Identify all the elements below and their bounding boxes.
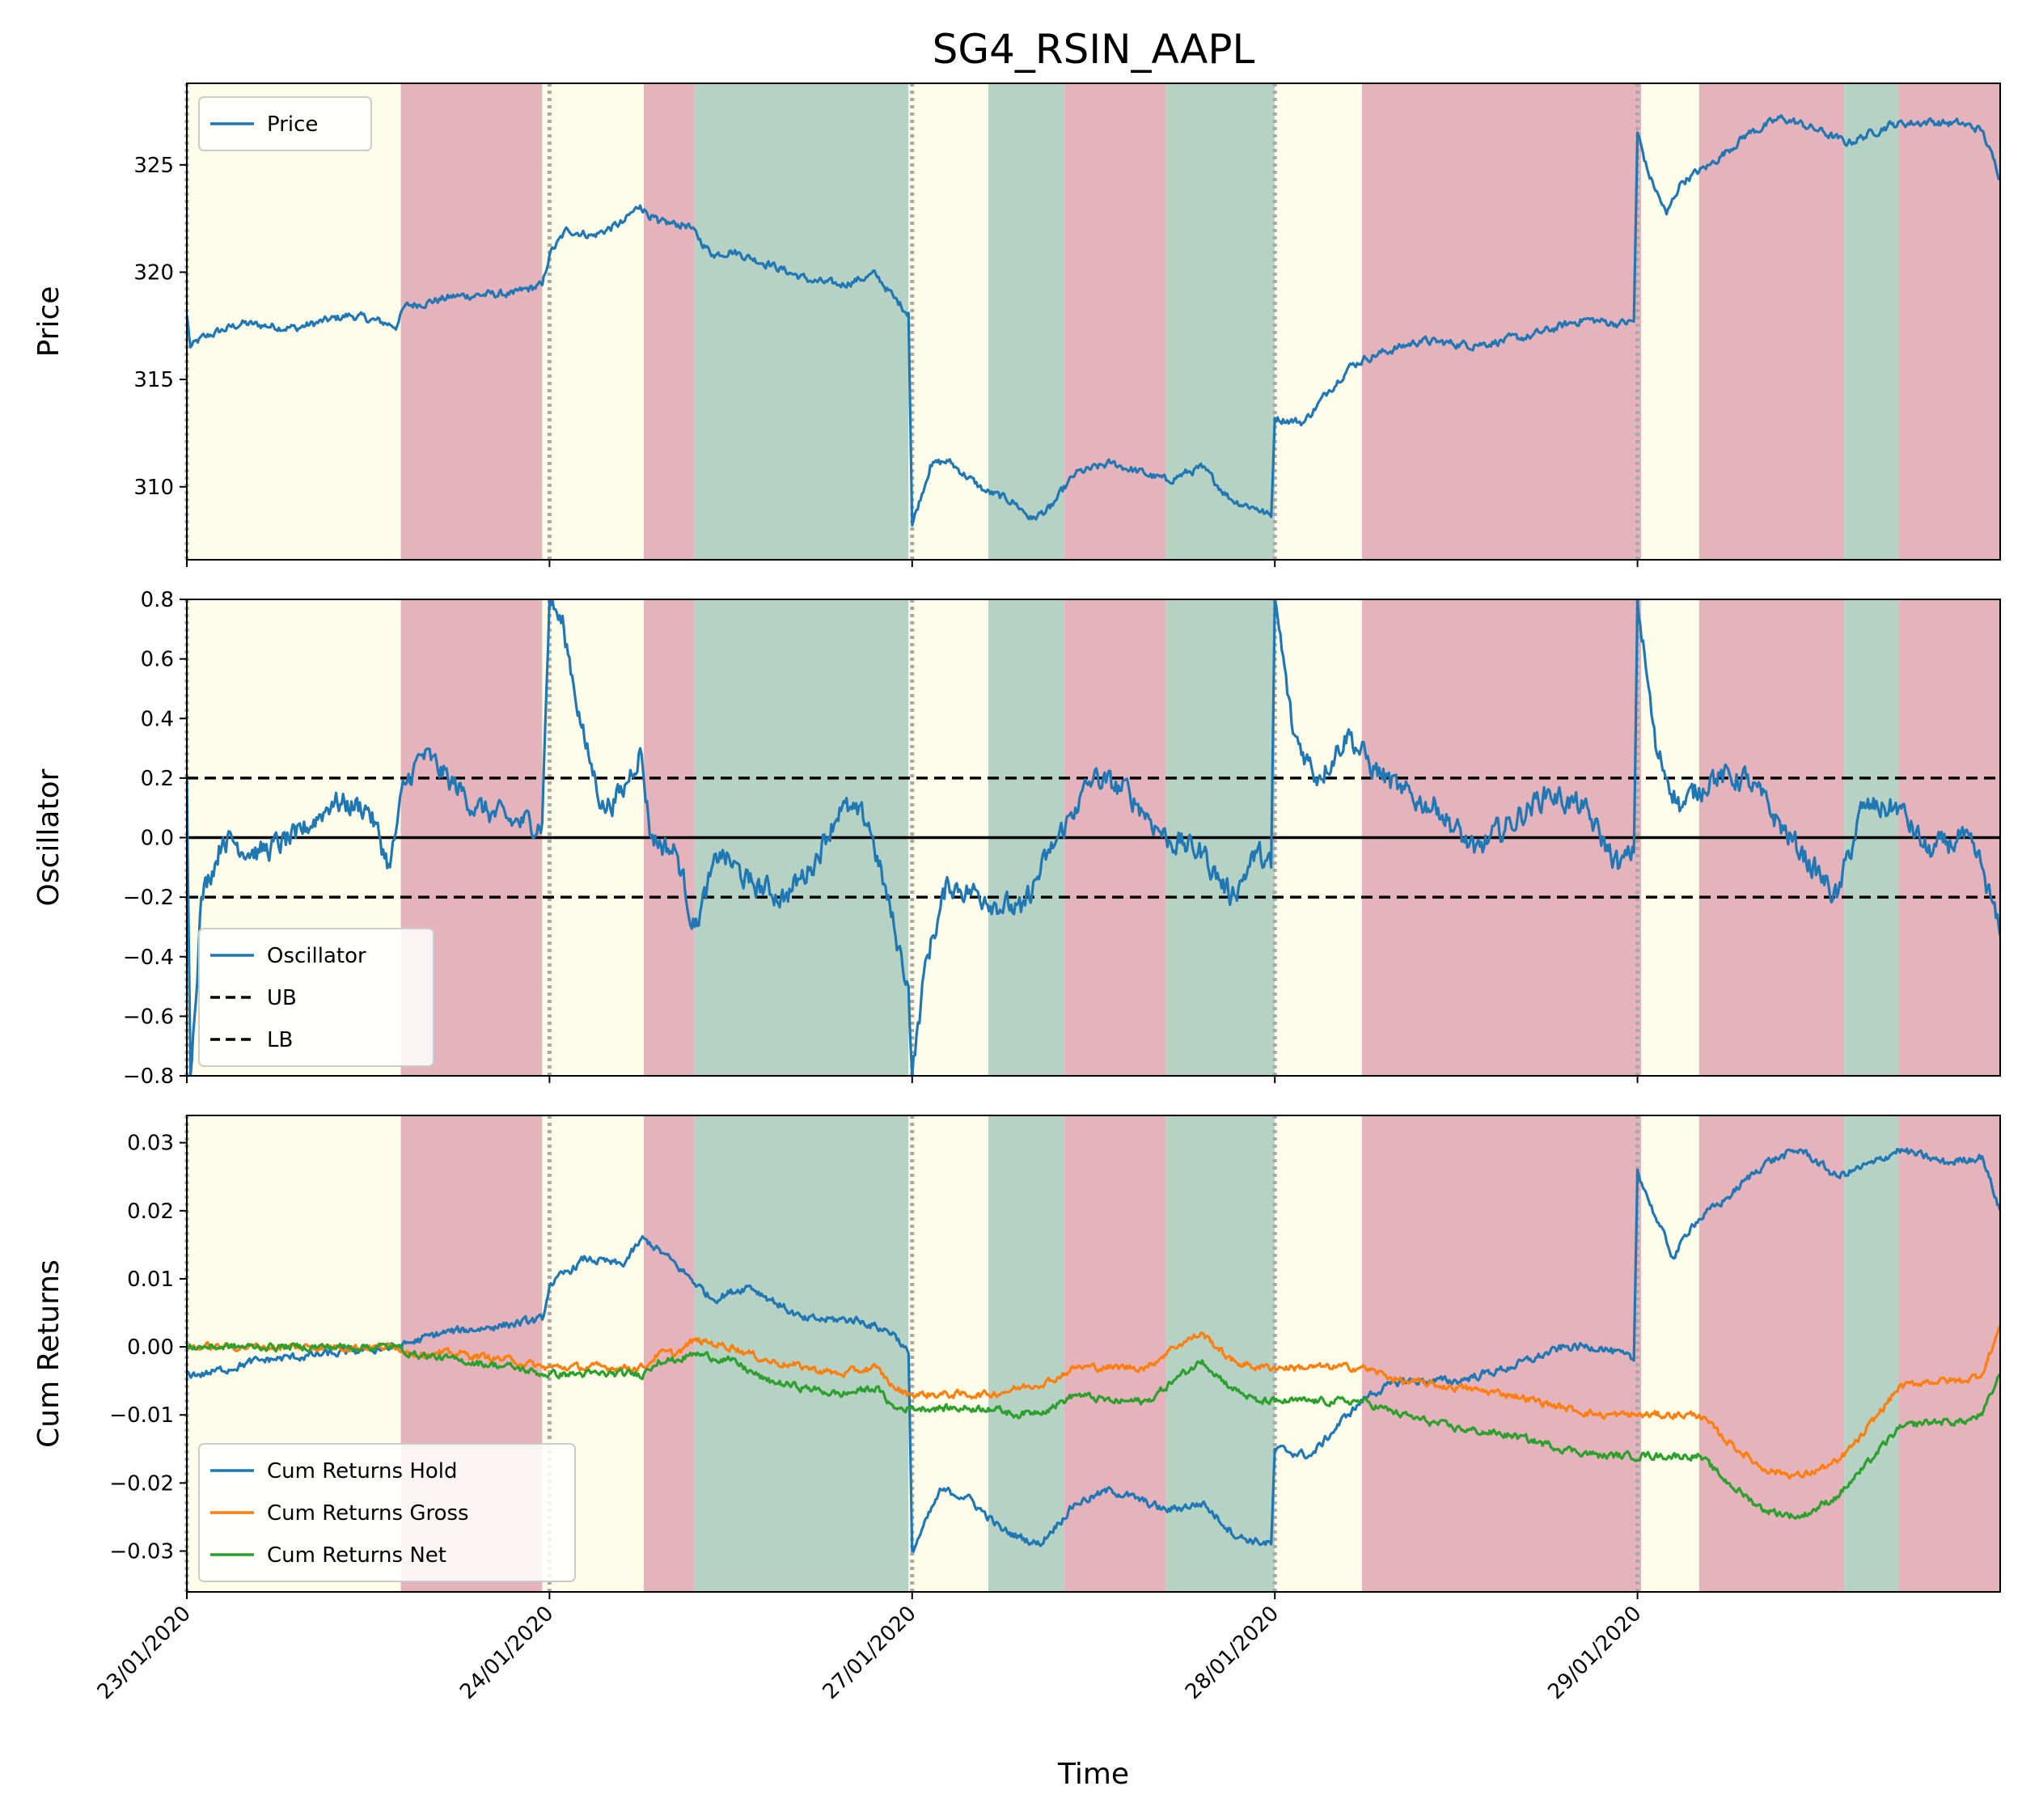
regime-band-hold xyxy=(1641,83,1699,560)
panels-layer: 310 315 320 325 Price Price −0.8 −0.6 −0.4 −0.2 0.… xyxy=(32,83,2001,1704)
y-axis-title: Oscillator xyxy=(32,768,66,906)
legend-label: UB xyxy=(267,986,297,1010)
panel-price: 310 315 320 325 Price Price xyxy=(32,83,2001,567)
y-tick-label: 0.2 xyxy=(141,767,174,791)
regime-band-long xyxy=(694,1115,909,1592)
series-group xyxy=(187,1147,2000,1553)
regime-band-hold xyxy=(1275,1115,1362,1592)
regime-band-hold xyxy=(1275,83,1362,560)
regime-band-short xyxy=(643,1115,695,1592)
legend-box xyxy=(198,928,434,1067)
x-tick-label: 24/01/2020 xyxy=(455,1602,558,1704)
panel-oscillator: −0.8 −0.6 −0.4 −0.2 0.0 0.2 0.4 0.6 0.8 Oscillato… xyxy=(32,588,2001,1089)
series-line-price xyxy=(187,114,2000,527)
y-tick-label: 0.01 xyxy=(127,1268,174,1292)
plot-frame xyxy=(186,83,2001,561)
y-tick-label: 0.0 xyxy=(141,827,174,851)
regime-band-hold xyxy=(908,83,988,560)
legend-label: Cum Returns Net xyxy=(267,1543,446,1568)
y-tick-label: 0.8 xyxy=(141,588,174,612)
y-tick-label: 320 xyxy=(133,260,174,285)
regime-band-short xyxy=(643,83,695,560)
regime-band-hold xyxy=(908,1115,988,1592)
regime-band-short xyxy=(1898,83,2000,560)
legend: Cum Returns Hold Cum Returns Gross Cum Ret… xyxy=(198,1443,576,1582)
series-group xyxy=(187,114,2000,527)
regime-band-short xyxy=(400,83,543,560)
plot-frame xyxy=(186,1115,2001,1593)
x-tick-label: 29/01/2020 xyxy=(1543,1602,1646,1704)
legend: Oscillator UB LB xyxy=(198,928,434,1067)
x-tick-label: 28/01/2020 xyxy=(1181,1602,1284,1704)
y-tick-label: 0.4 xyxy=(141,707,174,731)
legend: Price xyxy=(198,96,372,151)
regime-band-long xyxy=(694,83,909,560)
y-tick-label: 315 xyxy=(133,368,174,392)
regime-band-hold xyxy=(187,83,401,560)
series-line-cum-returns-gross xyxy=(187,1325,2000,1480)
legend-box xyxy=(198,96,372,151)
panel-returns: −0.03 −0.02 −0.01 0.00 0.01 0.02 0.03 Cum Retur… xyxy=(32,1115,2001,1599)
regime-background xyxy=(187,83,2000,560)
y-tick-label: −0.03 xyxy=(109,1540,174,1564)
legend-label: LB xyxy=(267,1028,293,1052)
y-axis-title: Cum Returns xyxy=(32,1259,66,1448)
regime-band-hold xyxy=(1641,1115,1699,1592)
y-tick-label: 310 xyxy=(133,476,174,500)
regime-band-short xyxy=(1898,1115,2000,1592)
regime-band-long xyxy=(1165,83,1275,560)
x-tick-label: 27/01/2020 xyxy=(819,1602,921,1704)
regime-band-short xyxy=(1361,1115,1642,1592)
legend-label: Price xyxy=(267,112,318,137)
series-group xyxy=(187,599,2000,1076)
y-tick-label: −0.02 xyxy=(109,1471,174,1496)
series-line-cum-returns-hold xyxy=(187,1147,2000,1553)
legend-label: Cum Returns Hold xyxy=(267,1459,458,1484)
regime-band-short xyxy=(1698,83,1845,560)
y-tick-label: −0.6 xyxy=(123,1005,174,1029)
y-axis-title: Price xyxy=(32,286,66,358)
regime-band-long xyxy=(1844,1115,1899,1592)
y-tick-label: −0.2 xyxy=(123,886,174,910)
y-tick-label: 0.00 xyxy=(127,1335,174,1360)
x-tick-label: 23/01/2020 xyxy=(93,1602,196,1704)
regime-band-long xyxy=(1165,1115,1275,1592)
y-tick-label: 0.03 xyxy=(127,1132,174,1156)
chart-title: SG4_RSIN_AAPL xyxy=(933,26,1255,73)
regime-band-long xyxy=(988,83,1065,560)
y-tick-label: 0.6 xyxy=(141,648,174,672)
regime-band-hold xyxy=(542,83,644,560)
regime-band-short xyxy=(1064,83,1166,560)
legend-label: Cum Returns Gross xyxy=(267,1501,469,1526)
regime-band-long xyxy=(1844,83,1899,560)
y-tick-label: 325 xyxy=(133,154,174,178)
regime-band-short xyxy=(1064,1115,1166,1592)
regime-background xyxy=(187,1115,2000,1592)
regime-band-short xyxy=(1698,1115,1845,1592)
series-line-cum-returns-net xyxy=(187,1342,2000,1520)
y-tick-label: −0.8 xyxy=(123,1064,174,1089)
legend-box xyxy=(198,1443,576,1582)
y-tick-label: −0.01 xyxy=(109,1403,174,1428)
y-tick-label: −0.4 xyxy=(123,946,174,970)
x-axis-title: Time xyxy=(1057,1758,1129,1791)
series-line-oscillator xyxy=(187,599,2000,1076)
legend-label: Oscillator xyxy=(267,944,366,968)
regime-band-long xyxy=(988,1115,1065,1592)
y-tick-label: 0.02 xyxy=(127,1200,174,1224)
